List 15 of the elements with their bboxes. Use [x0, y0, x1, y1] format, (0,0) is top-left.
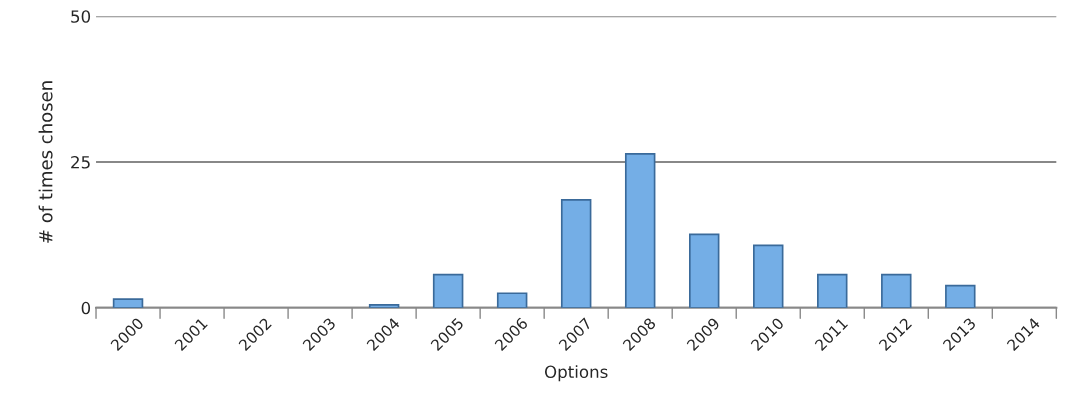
bar — [560, 199, 592, 308]
y-axis-title: # of times chosen — [38, 81, 53, 243]
bar — [945, 284, 976, 308]
y-tick-label: 25 — [71, 155, 90, 169]
bar — [817, 273, 848, 308]
bar — [496, 292, 528, 308]
y-tick-label: 0 — [81, 301, 91, 315]
bar — [688, 233, 720, 308]
bar — [753, 244, 784, 308]
x-axis-title: Options — [544, 365, 608, 382]
bar — [881, 273, 912, 308]
bar — [432, 273, 464, 308]
bar — [624, 153, 656, 308]
y-tick-label: 50 — [71, 10, 91, 23]
bar — [112, 298, 144, 308]
